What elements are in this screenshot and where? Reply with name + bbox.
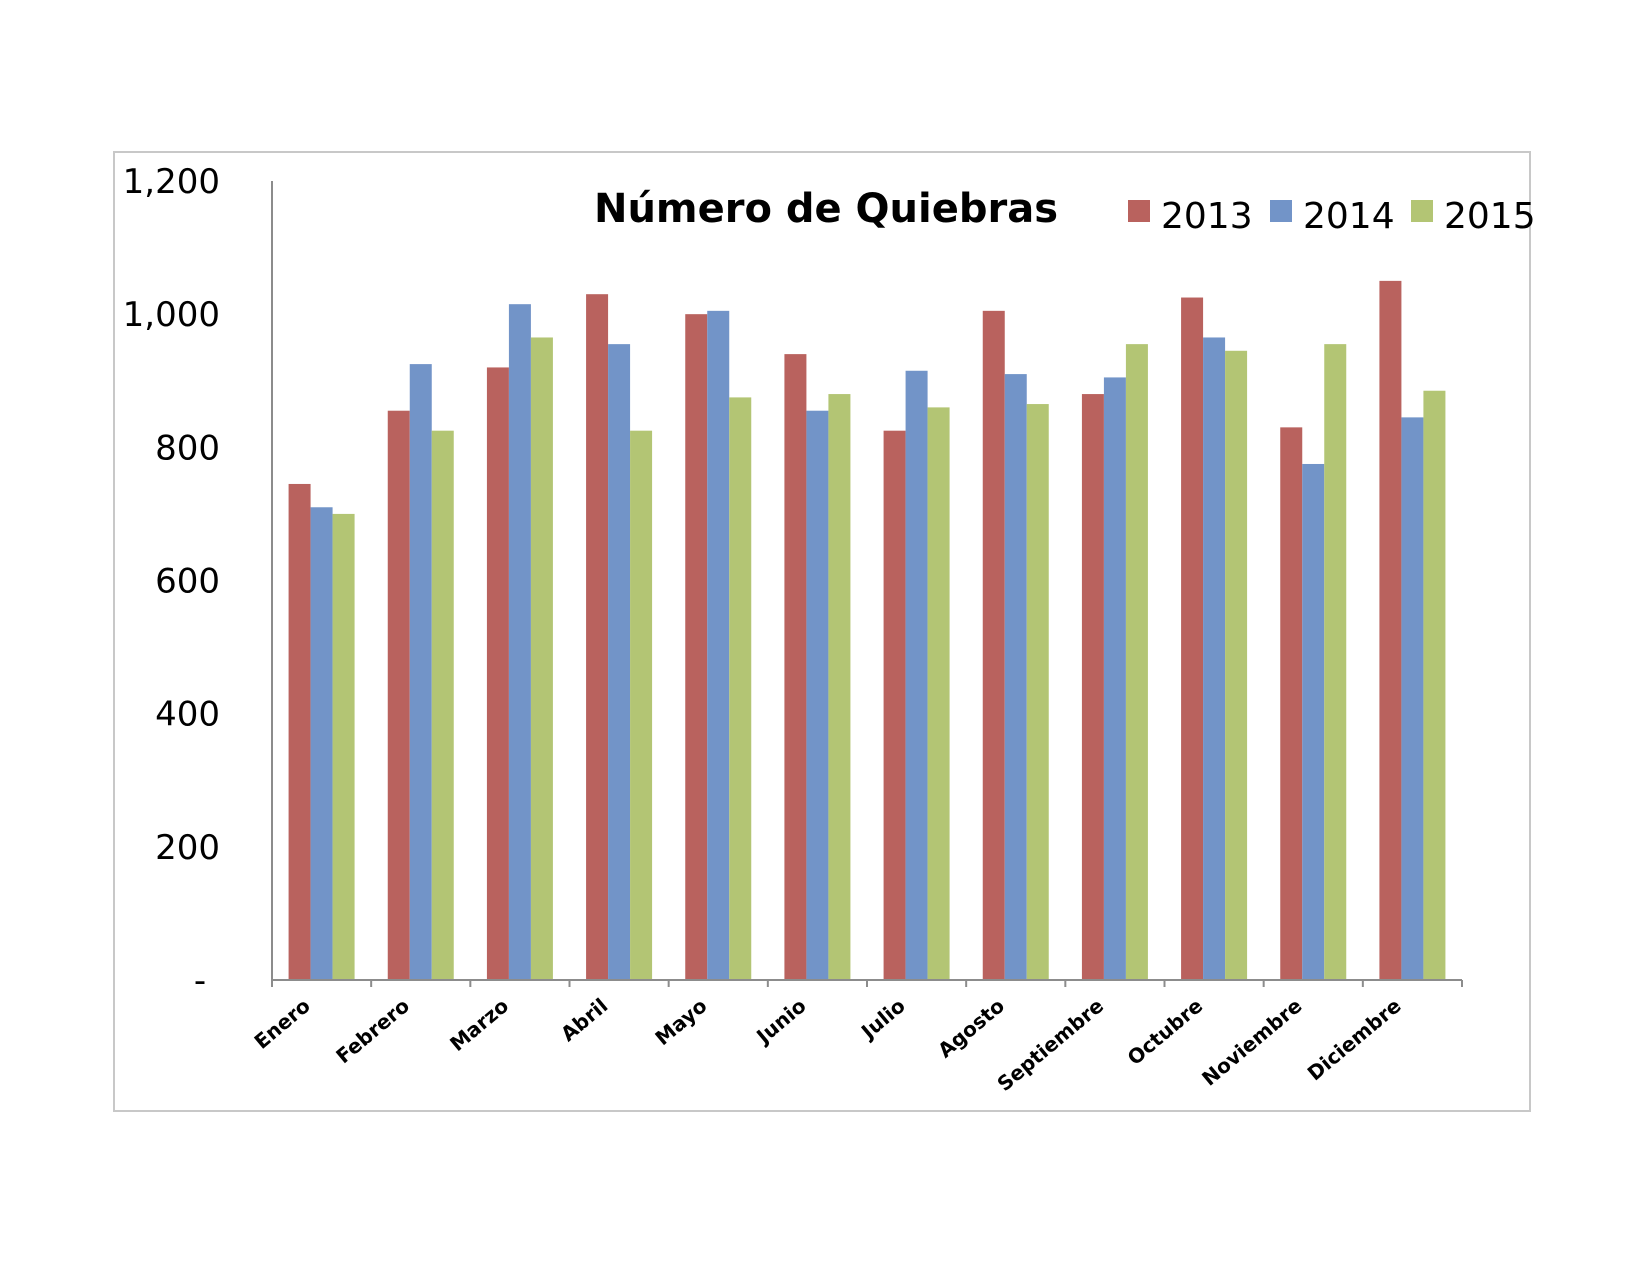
bar-2014-noviembre — [1302, 463, 1325, 981]
y-tick-label: 600 — [155, 562, 220, 602]
bar-2013-abril — [586, 294, 609, 981]
chart-title: Número de Quiebras — [594, 186, 1058, 232]
bar-2014-abril — [608, 344, 631, 981]
bar-2014-febrero — [409, 364, 432, 981]
legend-swatch-2013 — [1128, 200, 1150, 222]
x-tick-label: Agosto — [933, 993, 1009, 1062]
y-tick-label: 200 — [155, 828, 220, 868]
bar-2013-mayo — [685, 314, 708, 981]
bar-2013-enero — [288, 483, 311, 980]
bar-2015-diciembre — [1423, 390, 1446, 980]
x-tick-label: Septiembre — [992, 993, 1108, 1095]
bar-2015-marzo — [530, 337, 553, 980]
bar-2013-octubre — [1181, 297, 1204, 980]
y-tick-label: 400 — [155, 695, 220, 735]
bar-2015-octubre — [1225, 350, 1248, 981]
bar-2014-junio — [806, 410, 829, 980]
bar-2014-agosto — [1004, 374, 1027, 980]
y-tick-label: 1,200 — [123, 162, 220, 202]
x-tick-label: Diciembre — [1303, 993, 1406, 1085]
bar-2014-marzo — [508, 304, 531, 980]
bar-2013-agosto — [982, 310, 1005, 980]
bar-2014-julio — [905, 370, 928, 980]
y-tick-label: - — [194, 961, 206, 1001]
bar-2013-junio — [784, 354, 807, 980]
bar-2013-julio — [883, 430, 906, 980]
bar-2014-octubre — [1203, 337, 1226, 980]
bar-2013-noviembre — [1280, 427, 1303, 980]
bar-2014-septiembre — [1103, 377, 1126, 980]
bar-2015-febrero — [431, 430, 454, 980]
y-tick-label: 1,000 — [123, 295, 220, 335]
legend-label-2013: 2013 — [1161, 196, 1253, 237]
legend-swatch-2015 — [1411, 200, 1433, 222]
x-tick-label: Febrero — [331, 993, 414, 1068]
x-tick-label: Noviembre — [1197, 993, 1306, 1090]
x-tick-label: Marzo — [445, 993, 513, 1056]
bar-2015-septiembre — [1125, 344, 1148, 981]
bar-2013-febrero — [387, 410, 410, 980]
bar-2013-diciembre — [1379, 280, 1402, 980]
x-tick-label: Julio — [855, 993, 910, 1044]
bar-2014-diciembre — [1401, 417, 1424, 980]
x-tick-label: Octubre — [1123, 993, 1208, 1069]
x-tick-label: Abril — [556, 993, 612, 1046]
x-tick-label: Junio — [750, 993, 810, 1049]
y-tick-label: 800 — [155, 428, 220, 468]
bar-2015-enero — [332, 513, 355, 980]
bar-2013-septiembre — [1081, 394, 1104, 981]
legend-label-2014: 2014 — [1303, 196, 1395, 237]
x-tick-label: Enero — [250, 993, 315, 1053]
bar-2015-abril — [630, 430, 653, 980]
bar-2015-mayo — [729, 397, 752, 980]
bar-2015-junio — [828, 394, 851, 981]
bar-2015-julio — [927, 407, 950, 981]
bar-2013-marzo — [486, 367, 509, 980]
bar-2015-agosto — [1026, 404, 1049, 980]
bar-2014-mayo — [707, 310, 730, 980]
x-tick-label: Mayo — [650, 993, 711, 1050]
legend-swatch-2014 — [1270, 200, 1292, 222]
bar-2014-enero — [310, 507, 333, 980]
bar-2015-noviembre — [1324, 344, 1347, 981]
legend-label-2015: 2015 — [1444, 196, 1536, 237]
